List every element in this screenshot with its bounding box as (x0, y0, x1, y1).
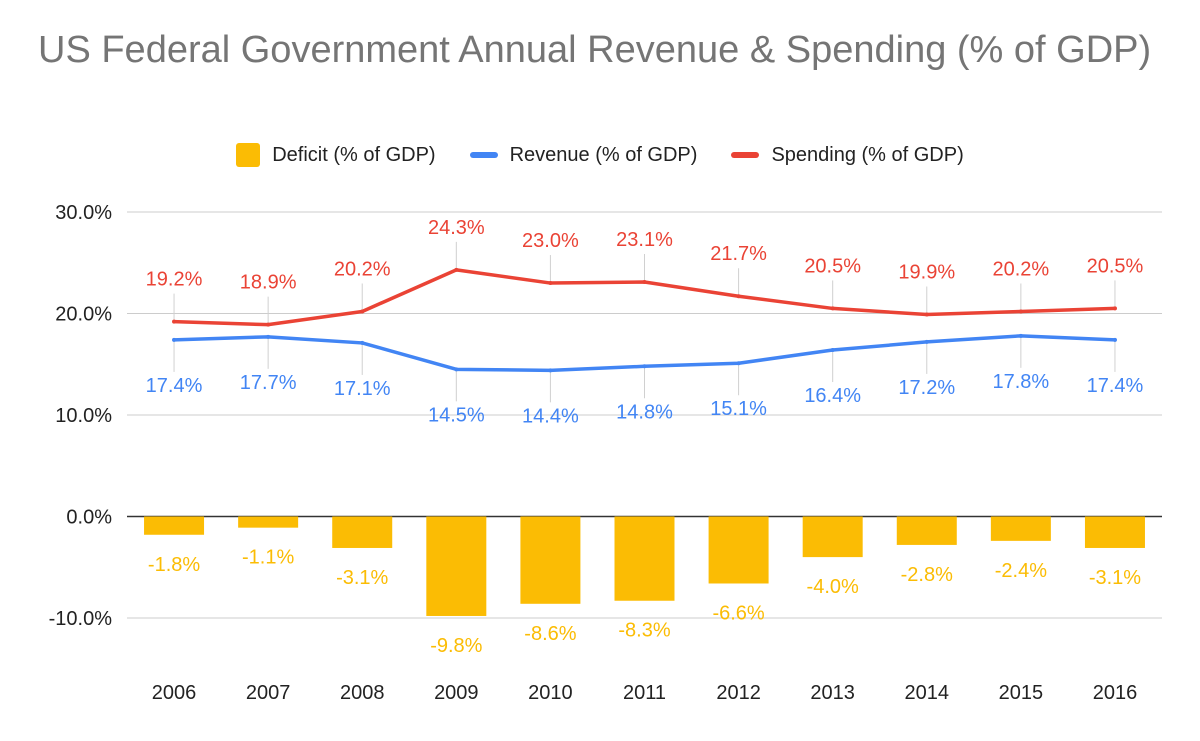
x-tick-label: 2015 (999, 682, 1044, 704)
legend-item-revenue[interactable]: Revenue (% of GDP) (469, 143, 698, 167)
deficit-bar[interactable] (1084, 516, 1145, 548)
spending-data-label: 24.3% (428, 217, 485, 239)
revenue-data-label: 14.4% (522, 405, 579, 427)
legend-item-spending[interactable]: Spending (% of GDP) (731, 143, 964, 167)
x-tick-label: 2014 (905, 682, 950, 704)
y-tick-label: 10.0% (55, 405, 112, 427)
deficit-data-label: -2.8% (901, 564, 953, 586)
revenue-data-label: 14.8% (616, 401, 673, 423)
revenue-point[interactable] (360, 340, 365, 345)
revenue-data-label: 17.4% (1087, 375, 1144, 397)
legend-label-deficit: Deficit (% of GDP) (272, 143, 436, 166)
revenue-point[interactable] (172, 337, 177, 342)
x-tick-label: 2006 (152, 682, 197, 704)
y-tick-label: 30.0% (55, 202, 112, 224)
spending-point[interactable] (266, 322, 271, 327)
x-tick-label: 2010 (528, 682, 573, 704)
x-tick-label: 2007 (246, 682, 291, 704)
revenue-point[interactable] (924, 339, 929, 344)
revenue-data-label: 14.5% (428, 404, 485, 426)
spending-data-label: 20.2% (993, 258, 1050, 280)
spending-point[interactable] (548, 281, 553, 286)
spending-point[interactable] (360, 309, 365, 314)
revenue-data-label: 17.4% (146, 375, 203, 397)
deficit-bar[interactable] (990, 516, 1051, 541)
revenue-point[interactable] (266, 334, 271, 339)
revenue-data-label: 15.1% (710, 398, 767, 420)
spending-point[interactable] (172, 319, 177, 324)
deficit-data-label: -1.8% (148, 554, 200, 576)
deficit-data-label: -3.1% (336, 567, 388, 589)
deficit-bar[interactable] (426, 516, 487, 616)
spending-point[interactable] (642, 280, 647, 285)
legend-label-revenue: Revenue (% of GDP) (509, 143, 698, 166)
spending-data-label: 20.2% (334, 258, 391, 280)
revenue-point[interactable] (736, 361, 741, 366)
chart-title: US Federal Government Annual Revenue & S… (38, 29, 1152, 71)
deficit-data-label: -9.8% (430, 635, 482, 657)
x-tick-label: 2008 (340, 682, 385, 704)
deficit-bar[interactable] (708, 516, 769, 584)
legend-item-deficit[interactable]: Deficit (% of GDP) (236, 143, 436, 167)
revenue-data-label: 17.7% (240, 372, 297, 394)
revenue-point[interactable] (642, 364, 647, 369)
spending-data-label: 23.1% (616, 229, 673, 251)
revenue-data-label: 17.8% (993, 371, 1050, 393)
revenue-point[interactable] (1018, 333, 1023, 338)
deficit-data-label: -8.3% (618, 620, 670, 642)
y-tick-label: -10.0% (49, 608, 113, 630)
deficit-data-label: -2.4% (995, 560, 1047, 582)
deficit-data-label: -8.6% (524, 623, 576, 645)
revenue-point[interactable] (830, 348, 835, 353)
legend-swatch-spending (731, 152, 760, 158)
revenue-data-label: 16.4% (804, 385, 861, 407)
deficit-bar[interactable] (332, 516, 393, 548)
revenue-data-label: 17.1% (334, 378, 391, 400)
x-tick-label: 2013 (810, 682, 855, 704)
spending-point[interactable] (830, 306, 835, 311)
revenue-point[interactable] (454, 367, 459, 372)
spending-data-label: 21.7% (710, 243, 767, 265)
legend-swatch-revenue (469, 152, 498, 158)
deficit-bar[interactable] (896, 516, 957, 545)
x-tick-label: 2009 (434, 682, 479, 704)
x-tick-label: 2012 (716, 682, 761, 704)
spending-point[interactable] (454, 267, 459, 272)
y-tick-label: 0.0% (66, 507, 112, 529)
deficit-data-label: -1.1% (242, 547, 294, 569)
legend-label-spending: Spending (% of GDP) (771, 143, 964, 166)
x-tick-label: 2016 (1093, 682, 1138, 704)
revenue-point[interactable] (548, 368, 553, 373)
revenue-data-label: 17.2% (898, 377, 955, 399)
deficit-bar[interactable] (614, 516, 675, 601)
spending-data-label: 20.5% (1087, 255, 1144, 277)
deficit-bar[interactable] (520, 516, 581, 604)
revenue-point[interactable] (1112, 337, 1117, 342)
spending-point[interactable] (736, 294, 741, 299)
spending-point[interactable] (1018, 309, 1023, 314)
spending-point[interactable] (924, 312, 929, 317)
deficit-bar[interactable] (144, 516, 205, 535)
legend-swatch-deficit (236, 143, 261, 167)
spending-point[interactable] (1112, 306, 1117, 311)
spending-data-label: 19.9% (898, 262, 955, 284)
legend: Deficit (% of GDP) Revenue (% of GDP) Sp… (0, 140, 1200, 170)
deficit-data-label: -6.6% (712, 602, 764, 624)
deficit-data-label: -4.0% (807, 576, 859, 598)
deficit-bar[interactable] (238, 516, 299, 528)
y-tick-label: 20.0% (55, 304, 112, 326)
spending-data-label: 20.5% (804, 255, 861, 277)
deficit-data-label: -3.1% (1089, 567, 1141, 589)
spending-data-label: 18.9% (240, 272, 297, 294)
spending-data-label: 23.0% (522, 230, 579, 252)
deficit-bar[interactable] (802, 516, 863, 558)
spending-data-label: 19.2% (146, 269, 203, 291)
x-tick-label: 2011 (623, 682, 666, 704)
